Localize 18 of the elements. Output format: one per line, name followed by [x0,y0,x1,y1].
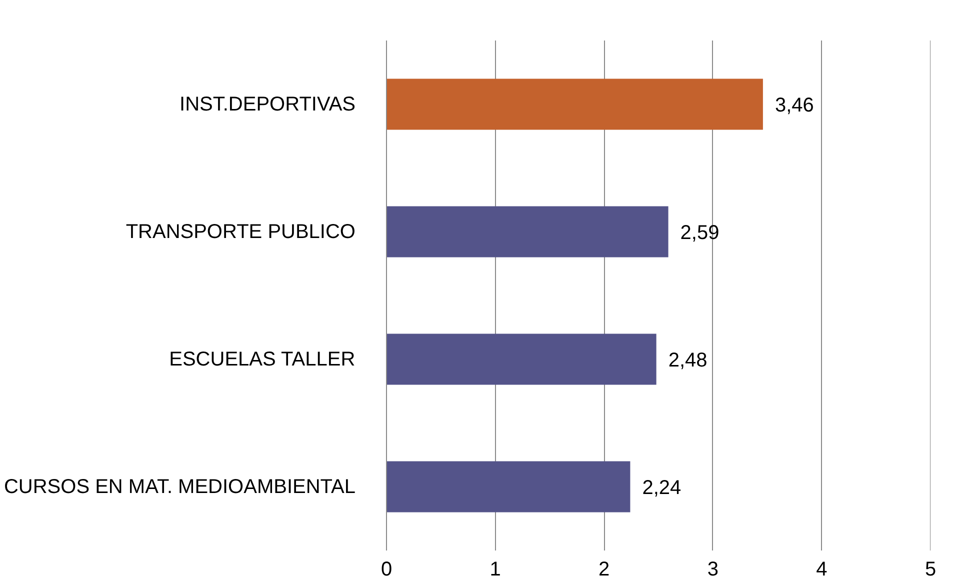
data-label: 2,59 [680,222,720,244]
data-label: 2,24 [642,476,682,499]
bar [386,461,630,512]
y-tick-label: INST.DEPORTIVAS [180,93,356,116]
data-label: 3,46 [774,94,814,116]
data-label: 2,48 [668,349,708,372]
bar [386,334,656,385]
x-tick-label: 0 [380,558,392,578]
x-tick-label: 5 [924,558,936,578]
y-tick-label: CURSOS EN MAT. MEDIOAMBIENTAL [4,476,356,498]
y-tick-label: TRANSPORTE PUBLICO [126,220,356,243]
x-tick-label: 1 [490,558,501,578]
x-tick-label: 3 [707,558,718,578]
y-tick-label: ESCUELAS TALLER [169,348,356,370]
x-tick-label: 4 [816,558,828,578]
bar [386,206,668,258]
x-tick-label: 2 [598,558,610,578]
bar [386,78,763,130]
